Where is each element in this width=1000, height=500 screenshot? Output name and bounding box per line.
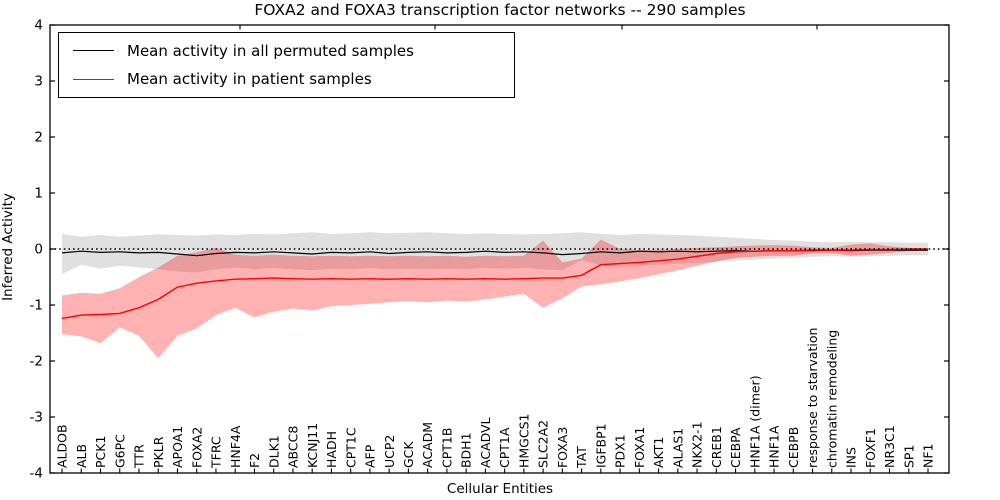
x-tick-label: ALB [74, 444, 89, 468]
y-tick-label: -4 [30, 466, 43, 482]
x-tick-label: NKX2-1 [690, 421, 705, 468]
x-tick-label: SLC2A2 [536, 420, 551, 468]
patient-line-swatch [73, 78, 114, 80]
x-tick-label: TTR [132, 444, 147, 469]
x-tick-label: CREB1 [709, 426, 724, 468]
x-tick-label: GCK [401, 441, 416, 468]
x-tick-label: PCK1 [93, 436, 108, 468]
chart-title: FOXA2 and FOXA3 transcription factor net… [254, 1, 746, 19]
x-tick-label: ACADM [420, 422, 435, 468]
x-tick-label: HNF4A [228, 425, 243, 468]
x-tick-label: response to starvation [805, 328, 820, 469]
legend-label: Mean activity in patient samples [127, 70, 372, 89]
permuted-confidence-band [62, 232, 928, 275]
x-tick-label: F2 [247, 453, 262, 468]
x-tick-label: AKT1 [651, 437, 666, 468]
x-tick-label: KCNJ11 [305, 423, 320, 468]
x-tick-label: ALAS1 [670, 428, 685, 468]
x-tick-label: UCP2 [382, 435, 397, 468]
y-tick-label: -1 [30, 298, 43, 314]
x-tick-label: HNF1A [767, 425, 782, 468]
y-axis-label: Inferred Activity [0, 193, 16, 301]
x-tick-label: HMGCS1 [516, 414, 531, 469]
x-tick-label: ACADVL [478, 417, 493, 468]
legend-entry-permuted: Mean activity in all permuted samples [59, 38, 514, 64]
x-tick-label: ABCC8 [286, 426, 301, 468]
x-tick-label: NF1 [921, 444, 936, 469]
x-tick-label: FOXA1 [632, 427, 647, 468]
x-tick-label: DLK1 [266, 435, 281, 468]
x-tick-label: HADH [324, 431, 339, 468]
x-tick-label: INS [844, 447, 859, 468]
x-tick-label: PDX1 [613, 434, 628, 468]
x-tick-label: CPT1A [497, 427, 512, 468]
x-tick-label: AFP [363, 444, 378, 468]
y-tick-label: -2 [30, 354, 43, 370]
x-tick-label: CEBPB [786, 427, 801, 468]
x-tick-label: CPT1B [439, 428, 454, 468]
x-tick-label: FOXA2 [189, 427, 204, 468]
x-tick-label: PKLR [151, 436, 166, 468]
y-tick-label: -3 [30, 410, 43, 426]
y-tick-label: 2 [34, 130, 43, 146]
x-tick-label: NR3C1 [882, 425, 897, 468]
patient-mean-line [61, 248, 928, 320]
x-tick-label: chromatin remodeling [824, 330, 839, 468]
permuted-line-swatch [73, 50, 114, 52]
y-tick-label: 3 [34, 74, 43, 90]
y-tick-label: 1 [34, 186, 43, 202]
legend-entry-patient: Mean activity in patient samples [59, 66, 514, 92]
x-tick-label: SP1 [901, 445, 916, 468]
patient-confidence-band [62, 239, 928, 359]
x-tick-label: CEBPA [728, 427, 743, 468]
legend-label: Mean activity in all permuted samples [127, 41, 414, 60]
x-tick-label: ALDOB [55, 424, 70, 468]
x-tick-label: TAT [574, 446, 589, 469]
x-tick-label: HNF1A (dimer) [747, 375, 762, 468]
x-axis-label: Cellular Entities [446, 481, 554, 497]
x-tick-label: BDH1 [459, 432, 474, 468]
x-tick-label: IGFBP1 [593, 423, 608, 468]
x-tick-label: FOXF1 [863, 428, 878, 468]
y-tick-label: 4 [34, 18, 43, 34]
x-tick-label: APOA1 [170, 426, 185, 468]
x-tick-label: FOXA3 [555, 427, 570, 468]
x-tick-label: G6PC [112, 434, 127, 468]
y-tick-label: 0 [34, 242, 43, 258]
x-tick-label: CPT1C [343, 427, 358, 468]
legend: Mean activity in all permuted samples Me… [58, 32, 515, 98]
x-tick-label: TFRC [209, 436, 224, 469]
